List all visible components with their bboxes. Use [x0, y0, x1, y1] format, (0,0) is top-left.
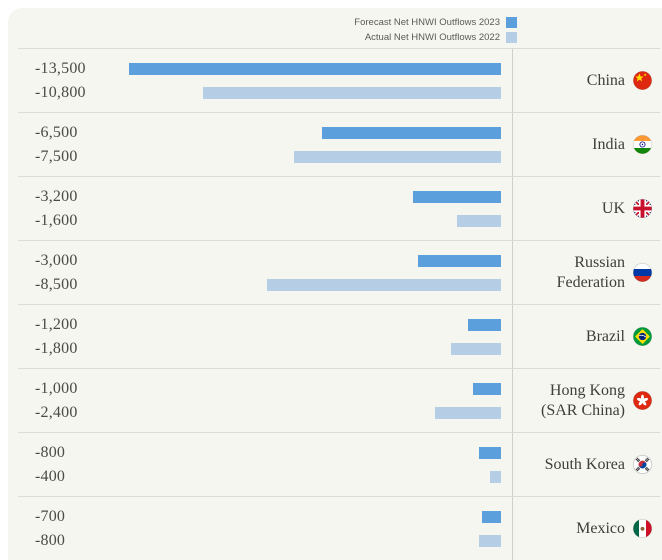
forecast-value-label: -13,500 — [35, 59, 86, 77]
forecast-value-label: -700 — [35, 507, 66, 525]
actual-value-label: -8,500 — [35, 275, 78, 293]
legend-label-forecast: Forecast Net HNWI Outflows 2023 — [354, 17, 500, 28]
actual-value-label: -400 — [35, 467, 66, 485]
legend: Forecast Net HNWI Outflows 2023 Actual N… — [8, 8, 517, 48]
forecast-bar — [129, 62, 501, 75]
forecast-value-label: -6,500 — [35, 123, 78, 141]
forecast-value-label: -800 — [35, 443, 66, 461]
actual-value-label: -10,800 — [35, 83, 86, 101]
country-label: India — [592, 135, 625, 153]
country-label: Brazil — [585, 327, 625, 345]
chart-rows: -13,500 -10,800 China — [18, 48, 660, 560]
russia-flag-icon — [632, 262, 653, 283]
row-china: -13,500 -10,800 China — [18, 48, 660, 112]
country-label: Hong Kong (SAR China) — [541, 381, 625, 419]
actual-bar — [294, 150, 501, 163]
actual-bar — [479, 534, 501, 547]
legend-label-actual: Actual Net HNWI Outflows 2022 — [364, 32, 500, 43]
hong-kong-flag-icon — [632, 390, 653, 411]
forecast-bar — [479, 446, 501, 459]
country-label: Mexico — [576, 519, 625, 537]
forecast-bar — [418, 254, 501, 267]
china-flag-icon — [632, 70, 653, 91]
actual-bar — [490, 470, 501, 483]
legend-item-actual: Actual Net HNWI Outflows 2022 — [365, 31, 517, 44]
country-label: China — [586, 71, 625, 89]
actual-bar — [267, 278, 501, 291]
legend-item-forecast: Forecast Net HNWI Outflows 2023 — [354, 16, 517, 29]
actual-swatch-icon — [506, 32, 517, 43]
actual-value-label: -1,600 — [35, 211, 78, 229]
row-brazil: -1,200 -1,800 Brazil — [18, 304, 660, 368]
actual-value-label: -1,800 — [35, 339, 78, 357]
forecast-value-label: -3,000 — [35, 251, 78, 269]
forecast-bar — [468, 318, 501, 331]
row-hong-kong: -1,000 -2,400 Hong Kong (SAR China) — [18, 368, 660, 432]
forecast-bar — [482, 510, 501, 523]
actual-bar — [451, 342, 501, 355]
south-korea-flag-icon — [632, 454, 653, 475]
uk-flag-icon — [632, 198, 653, 219]
forecast-value-label: -1,000 — [35, 379, 78, 397]
actual-value-label: -7,500 — [35, 147, 78, 165]
forecast-bar — [413, 190, 501, 203]
forecast-bar — [473, 382, 501, 395]
country-label: UK — [601, 199, 625, 217]
actual-bar — [203, 86, 501, 99]
actual-value-label: -800 — [35, 531, 66, 549]
forecast-swatch-icon — [506, 17, 517, 28]
actual-bar — [457, 214, 501, 227]
row-india: -6,500 -7,500 India — [18, 112, 660, 176]
brazil-flag-icon — [632, 326, 653, 347]
mexico-flag-icon — [632, 518, 653, 539]
row-uk: -3,200 -1,600 UK — [18, 176, 660, 240]
forecast-bar — [322, 126, 501, 139]
india-flag-icon — [632, 134, 653, 155]
row-russian-federation: -3,000 -8,500 Russian Federation — [18, 240, 660, 304]
hnwi-outflows-chart-card: Forecast Net HNWI Outflows 2023 Actual N… — [8, 8, 662, 560]
country-label: South Korea — [544, 455, 625, 473]
actual-value-label: -2,400 — [35, 403, 78, 421]
row-south-korea: -800 -400 South Korea — [18, 432, 660, 496]
forecast-value-label: -3,200 — [35, 187, 78, 205]
row-mexico: -700 -800 Mexico — [18, 496, 660, 560]
forecast-value-label: -1,200 — [35, 315, 78, 333]
actual-bar — [435, 406, 501, 419]
country-label: Russian Federation — [556, 253, 625, 291]
